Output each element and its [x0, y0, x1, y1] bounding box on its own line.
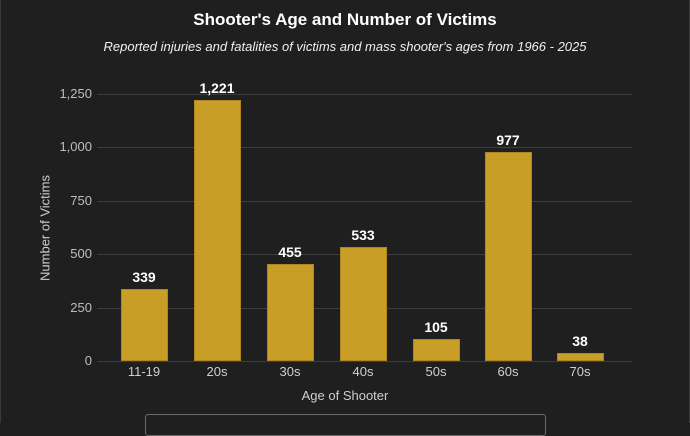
bar-value-label: 38 [572, 332, 588, 349]
gridline [97, 94, 632, 95]
bar-40s[interactable] [339, 247, 387, 361]
gridline [97, 147, 632, 148]
y-tick-label: 1,250 [59, 86, 92, 101]
x-tick-label: 30s [279, 364, 301, 379]
bar-value-label: 1,221 [199, 80, 235, 97]
x-axis-label: Age of Shooter [301, 388, 389, 403]
x-tick-label: 11-19 [127, 364, 161, 379]
bar-value-label: 533 [351, 227, 375, 244]
x-tick-label: 50s [425, 364, 447, 379]
bar-value-label: 105 [424, 318, 448, 335]
bar-70s[interactable] [556, 352, 604, 361]
gridline [97, 201, 632, 202]
bar-value-label: 977 [496, 132, 520, 149]
bar-30s[interactable] [266, 263, 314, 361]
x-tick-label: 20s [206, 364, 228, 379]
x-tick-label: 40s [352, 364, 374, 379]
y-tick-label: 500 [70, 246, 92, 261]
legend-box [145, 414, 546, 436]
chart-subtitle: Reported injuries and fatalities of vict… [103, 39, 587, 54]
y-axis-label: Number of Victims [37, 175, 53, 281]
y-tick-label: 250 [70, 300, 92, 315]
bar-value-label: 455 [278, 243, 302, 260]
x-tick-label: 60s [497, 364, 519, 379]
bar-60s[interactable] [484, 152, 532, 361]
bar-50s[interactable] [412, 338, 460, 361]
bar-11-19[interactable] [120, 288, 168, 361]
y-tick-label: 0 [84, 353, 92, 368]
bar-value-label: 339 [132, 268, 156, 285]
gridline [97, 361, 632, 362]
y-tick-label: 750 [70, 193, 92, 208]
bar-20s[interactable] [193, 100, 241, 361]
y-tick-label: 1,000 [59, 139, 92, 154]
x-tick-label: 70s [569, 364, 591, 379]
chart-title: Shooter's Age and Number of Victims [193, 10, 497, 29]
